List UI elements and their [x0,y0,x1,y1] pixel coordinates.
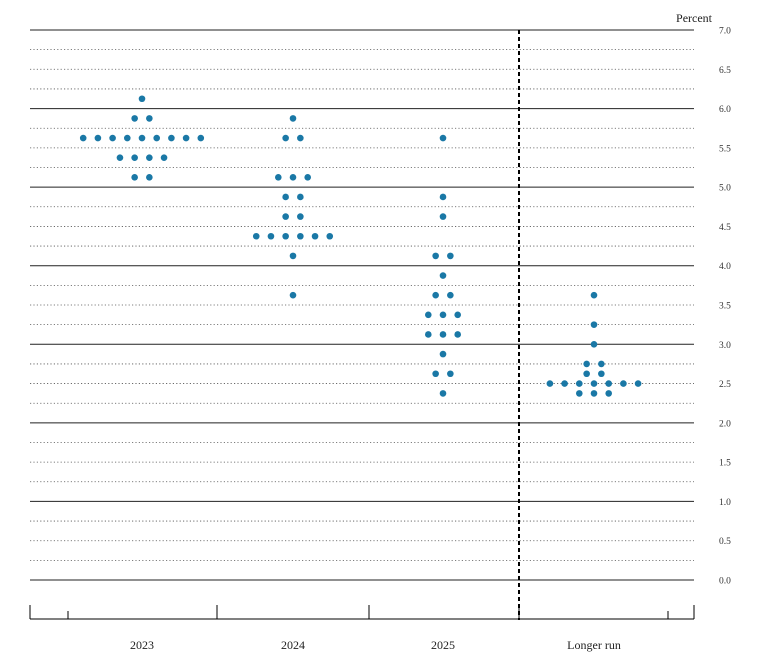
dot-point [590,291,598,299]
dot-point [146,174,153,181]
dot-point [267,232,275,240]
dot-point [590,340,598,348]
dot-point [454,311,462,319]
x-tick-labels: 2023 2024 2025 Longer run [130,638,621,652]
dot-point [131,115,138,122]
dot-point [439,311,447,319]
y-tick-label: 4.0 [719,262,731,272]
dot-point [576,380,583,387]
dot-point [138,134,146,142]
y-tick-label: 1.0 [719,498,731,508]
dot-point [146,115,153,122]
dot-point [160,154,168,161]
y-tick-label: 4.5 [719,223,731,233]
dot-point [447,370,454,378]
dot-point [131,154,138,161]
dot-point [605,380,612,387]
x-tick-label: 2023 [130,638,154,652]
dot-point [297,232,304,240]
dot-point [282,193,289,201]
y-tick-label: 0.5 [719,537,731,547]
dot-point [439,193,447,201]
dot-point [252,232,260,240]
y-tick-label: 3.5 [719,302,731,312]
dot-point [590,380,598,387]
dot-point [282,213,289,220]
dot-point [439,134,447,142]
dot-point [289,291,297,299]
dot-point [425,311,432,319]
unit-label: Percent [676,11,713,25]
dot-point [289,115,297,122]
dot-point [326,232,334,240]
dot-point [546,380,554,387]
y-tick-label: 0.0 [719,577,731,587]
dot-point [598,360,605,368]
y-tick-label: 3.0 [719,341,731,351]
dot-point [153,134,160,142]
dot-point [432,252,439,260]
dot-point [79,134,87,142]
y-tick-label: 2.5 [719,380,731,390]
dot-point [439,331,447,338]
dot-point [590,390,598,397]
dot-point [282,134,289,142]
dot-point [583,370,590,378]
dot-point [282,232,289,240]
y-tick-label: 7.0 [719,27,731,37]
dot-point [94,134,102,142]
dot-point [620,380,627,387]
grid-lines [30,29,694,620]
y-tick-label: 1.5 [719,459,731,469]
dot-point [304,174,312,181]
dot-point [197,134,205,142]
y-tick-label: 5.5 [719,144,731,154]
y-tick-labels: 0.0 0.5 1.0 1.5 2.0 2.5 3.0 3.5 4.0 4.5 5.0 5.5 6.0 6… [719,27,731,587]
dot-point [138,95,146,103]
dot-point [447,252,454,260]
dot-point [432,370,439,378]
dot-point [297,134,304,142]
dot-point [447,291,454,299]
y-tick-label: 2.0 [719,419,731,429]
dot-point [439,350,447,358]
y-tick-label: 5.0 [719,184,731,194]
dot-point [605,390,612,397]
dot-point [561,380,568,387]
dots [79,95,642,397]
dot-point [168,134,175,142]
dot-point [439,390,447,397]
dot-point [131,174,138,181]
y-tick-label: 6.0 [719,105,731,115]
x-tick-label: Longer run [567,638,621,652]
dot-point [311,232,319,240]
x-tick-label: 2025 [431,638,455,652]
dot-point [425,331,432,338]
dot-point [454,331,462,338]
dot-point [146,154,153,161]
y-tick-label: 6.5 [719,66,731,76]
dot-point [109,134,116,142]
dot-point [576,390,583,397]
dot-point [432,291,439,299]
dot-point [124,134,131,142]
dot-point [275,174,282,181]
dot-point [289,252,297,260]
dot-point [297,193,304,201]
x-tick-label: 2024 [281,638,305,652]
dot-point [590,321,598,328]
dot-point [583,360,590,368]
dot-point [289,174,297,181]
dot-point [116,154,124,161]
dot-point [182,134,190,142]
dot-point [634,380,642,387]
dot-point [439,213,447,220]
x-axis [29,605,695,620]
dot-point [297,213,304,220]
dot-point [598,370,605,378]
dot-point [439,272,447,279]
